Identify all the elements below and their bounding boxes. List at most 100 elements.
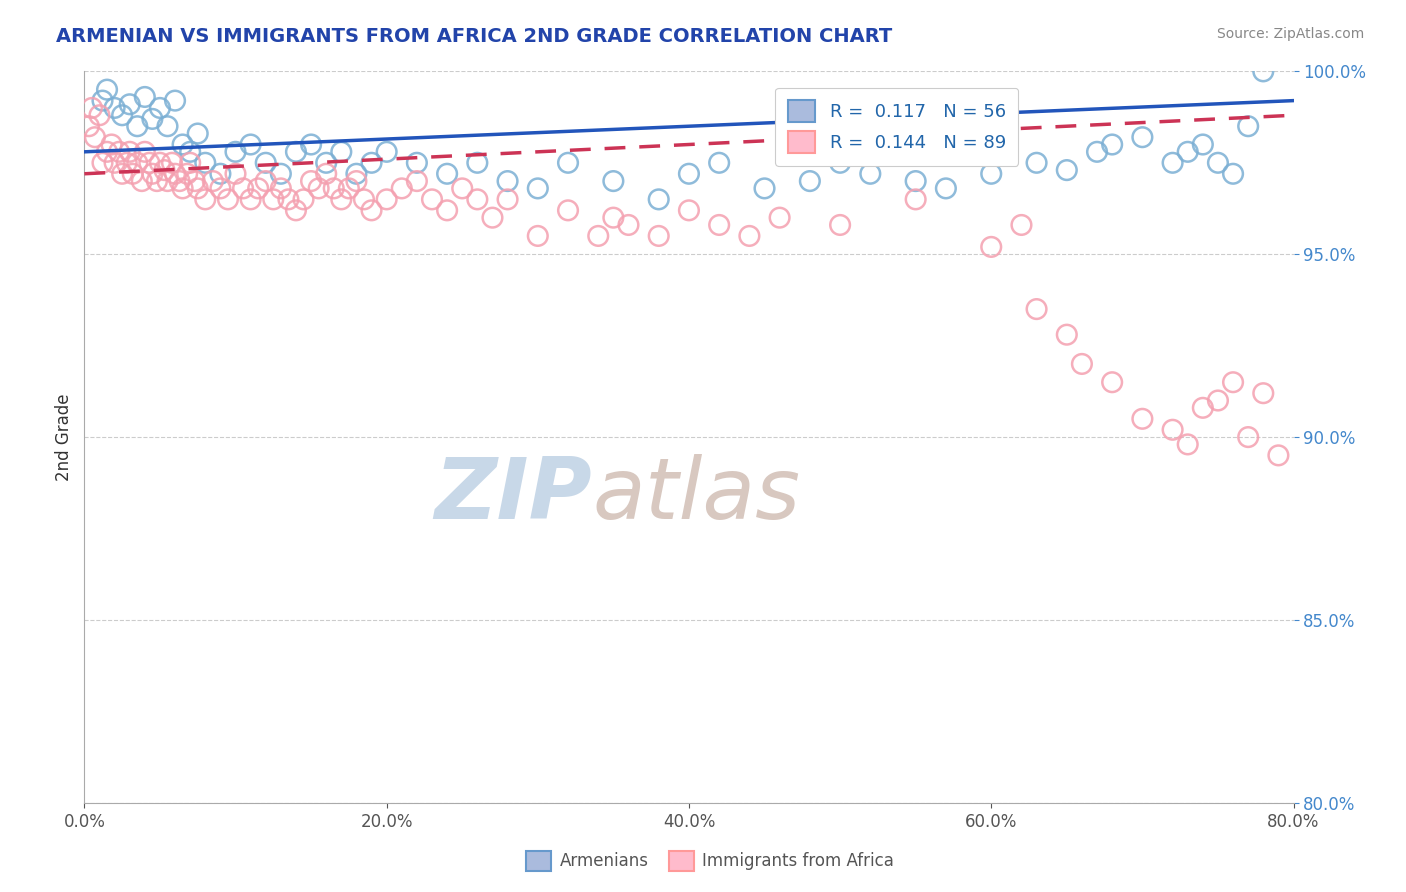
Point <box>859 167 882 181</box>
Text: Source: ZipAtlas.com: Source: ZipAtlas.com <box>1216 27 1364 41</box>
Point <box>156 120 179 134</box>
Point <box>89 108 111 122</box>
Point <box>1222 167 1244 181</box>
Point <box>467 155 489 169</box>
Point <box>84 130 107 145</box>
Point <box>1237 120 1260 134</box>
Point <box>602 174 624 188</box>
Point <box>337 181 360 195</box>
Point <box>172 137 194 152</box>
Point <box>141 167 163 181</box>
Point <box>375 145 398 159</box>
Point <box>1192 137 1215 152</box>
Point <box>1132 412 1154 426</box>
Point <box>353 193 375 207</box>
Point <box>406 155 429 169</box>
Point <box>315 155 337 169</box>
Point <box>254 155 277 169</box>
Point <box>118 145 141 159</box>
Point <box>194 193 217 207</box>
Point <box>436 203 458 218</box>
Point <box>187 127 209 141</box>
Text: ZIP: ZIP <box>434 454 592 537</box>
Point <box>77 120 100 134</box>
Point <box>1085 145 1108 159</box>
Point <box>146 174 169 188</box>
Point <box>420 193 443 207</box>
Point <box>1253 386 1275 401</box>
Point <box>176 167 198 181</box>
Legend: Armenians, Immigrants from Africa: Armenians, Immigrants from Africa <box>520 844 900 878</box>
Point <box>322 181 344 195</box>
Point <box>1222 376 1244 390</box>
Point <box>980 167 1002 181</box>
Point <box>239 193 262 207</box>
Point <box>153 163 176 178</box>
Point <box>391 181 413 195</box>
Point <box>111 108 134 122</box>
Point <box>104 155 127 169</box>
Point <box>277 193 299 207</box>
Point <box>360 203 382 218</box>
Point <box>111 167 134 181</box>
Point <box>138 155 160 169</box>
Point <box>754 181 776 195</box>
Point <box>209 167 232 181</box>
Point <box>330 193 353 207</box>
Point <box>1025 155 1047 169</box>
Point <box>1192 401 1215 415</box>
Point <box>1071 357 1094 371</box>
Point <box>527 229 550 244</box>
Point <box>557 203 579 218</box>
Point <box>617 218 640 232</box>
Point <box>467 193 489 207</box>
Text: ARMENIAN VS IMMIGRANTS FROM AFRICA 2ND GRADE CORRELATION CHART: ARMENIAN VS IMMIGRANTS FROM AFRICA 2ND G… <box>56 27 893 45</box>
Point <box>225 167 247 181</box>
Point <box>588 229 610 244</box>
Point <box>270 167 292 181</box>
Point <box>557 155 579 169</box>
Point <box>165 94 187 108</box>
Point <box>799 174 821 188</box>
Point <box>149 101 172 115</box>
Point <box>602 211 624 225</box>
Point <box>904 193 927 207</box>
Point <box>496 193 519 207</box>
Point <box>127 155 149 169</box>
Point <box>1206 155 1229 169</box>
Point <box>1101 376 1123 390</box>
Point <box>108 145 131 159</box>
Point <box>183 174 205 188</box>
Point <box>80 101 103 115</box>
Point <box>96 83 118 97</box>
Point <box>149 155 172 169</box>
Point <box>96 145 118 159</box>
Point <box>678 167 700 181</box>
Point <box>209 181 232 195</box>
Point <box>1237 430 1260 444</box>
Point <box>254 174 277 188</box>
Point <box>134 145 156 159</box>
Point <box>121 167 143 181</box>
Point <box>1132 130 1154 145</box>
Point <box>131 174 153 188</box>
Point <box>91 155 114 169</box>
Point <box>134 90 156 104</box>
Point <box>769 211 792 225</box>
Point <box>308 181 330 195</box>
Point <box>179 145 201 159</box>
Point <box>1011 218 1033 232</box>
Point <box>172 181 194 195</box>
Point <box>315 167 337 181</box>
Point <box>1267 448 1289 462</box>
Point <box>935 181 957 195</box>
Point <box>1206 393 1229 408</box>
Point <box>1101 137 1123 152</box>
Point <box>127 120 149 134</box>
Point <box>1177 145 1199 159</box>
Y-axis label: 2nd Grade: 2nd Grade <box>55 393 73 481</box>
Point <box>1025 301 1047 317</box>
Point <box>194 155 217 169</box>
Point <box>678 203 700 218</box>
Point <box>648 193 671 207</box>
